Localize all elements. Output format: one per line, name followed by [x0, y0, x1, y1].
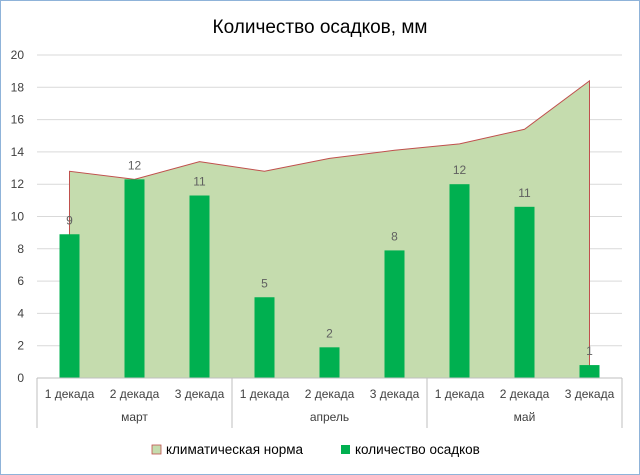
- x-tick-label: 3 декада: [565, 387, 615, 401]
- precip-bar: [124, 179, 145, 378]
- bar-data-label: 12: [128, 158, 142, 172]
- group-label: май: [514, 410, 536, 424]
- y-tick-label: 18: [11, 80, 25, 94]
- group-label: апрель: [310, 410, 349, 424]
- x-tick-label: 2 декада: [500, 387, 550, 401]
- bar-data-label: 1: [586, 344, 593, 358]
- legend-swatch-precip: [341, 445, 350, 454]
- y-tick-label: 16: [11, 113, 25, 127]
- group-label: март: [121, 410, 148, 424]
- bar-data-label: 11: [193, 175, 206, 189]
- precip-bar: [579, 365, 600, 378]
- y-tick-label: 10: [11, 210, 25, 224]
- bar-data-label: 2: [326, 326, 333, 340]
- bar-data-label: 9: [66, 213, 73, 227]
- bars-layer: [59, 179, 600, 378]
- y-tick-label: 20: [11, 48, 25, 62]
- legend-label-precip: количество осадков: [355, 442, 480, 457]
- bar-data-label: 11: [518, 186, 531, 200]
- legend-label-norm: климатическая норма: [166, 442, 304, 457]
- x-tick-label: 1 декада: [435, 387, 485, 401]
- x-tick-label: 1 декада: [45, 387, 95, 401]
- bar-data-label: 12: [453, 163, 467, 177]
- y-tick-label: 6: [17, 274, 24, 288]
- precip-bar: [384, 250, 405, 378]
- precip-bar: [254, 297, 275, 378]
- y-tick-label: 12: [11, 177, 25, 191]
- bar-data-label: 8: [391, 229, 398, 243]
- x-tick-label: 3 декада: [370, 387, 420, 401]
- legend: климатическая норма количество осадков: [151, 442, 480, 457]
- precip-bar: [319, 347, 340, 378]
- y-tick-label: 4: [17, 306, 24, 320]
- y-tick-label: 14: [11, 145, 25, 159]
- y-tick-label: 2: [17, 339, 24, 353]
- y-tick-label: 0: [17, 371, 24, 385]
- chart-title: Количество осадков, мм: [213, 17, 428, 38]
- x-tick-label: 1 декада: [240, 387, 290, 401]
- precip-bar: [514, 206, 535, 378]
- precip-bar: [449, 184, 470, 378]
- y-tick-label: 8: [17, 242, 24, 256]
- bar-data-label: 5: [261, 276, 268, 290]
- precip-bar: [189, 195, 210, 378]
- x-tick-label: 2 декада: [305, 387, 355, 401]
- legend-swatch-norm: [151, 444, 162, 455]
- x-tick-label: 3 декада: [175, 387, 225, 401]
- precip-bar: [59, 234, 80, 378]
- axes-layer: [36, 377, 623, 428]
- x-tick-label: 2 декада: [110, 387, 160, 401]
